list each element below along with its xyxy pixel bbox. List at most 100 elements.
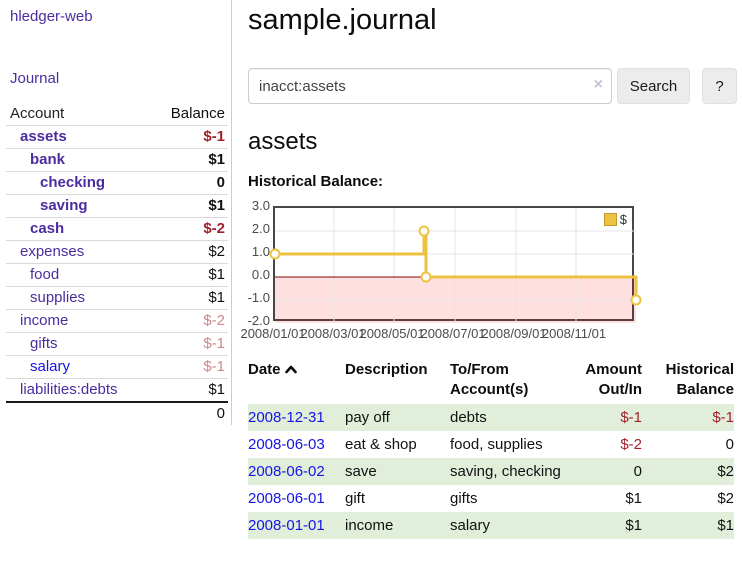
app-title-link[interactable]: hledger-web	[10, 8, 93, 25]
transaction-balance: $2	[717, 490, 734, 507]
accounts-total-value: 0	[216, 404, 225, 422]
account-link-income[interactable]: income	[20, 312, 69, 329]
y-tick: 0.0	[251, 267, 270, 282]
gridlines	[275, 208, 636, 323]
accounts-column-header: To/From Account(s)	[450, 361, 529, 398]
y-tick: 2.0	[251, 221, 270, 236]
chart-canvas	[269, 208, 642, 323]
x-tick: 2008/01/01	[240, 326, 306, 341]
account-balance: $1	[208, 289, 225, 306]
description-column-header: Description	[345, 361, 428, 378]
accounts-table-header: Account Balance	[6, 102, 228, 125]
chart-title: Historical Balance:	[248, 173, 384, 190]
y-tick: -2.0	[247, 313, 270, 328]
transaction-balance: $2	[642, 458, 734, 485]
account-row-income: income $-2	[6, 309, 228, 332]
account-balance: $-2	[203, 220, 225, 237]
transaction-description: gift	[345, 490, 366, 507]
historical-balance-chart: 3.0 2.0 1.0 0.0 -1.0 -2.0	[240, 199, 742, 347]
help-button[interactable]: ?	[702, 68, 737, 104]
clear-search-icon[interactable]: ×	[593, 76, 603, 93]
account-row-checking: checking 0	[6, 171, 228, 194]
account-balance: $1	[208, 197, 225, 214]
x-tick: 2008/07/01	[420, 326, 486, 341]
x-tick: 2008/09/01	[481, 326, 547, 341]
transaction-accounts: debts	[450, 404, 562, 431]
x-tick: 2008/05/01	[359, 326, 425, 341]
transaction-row: 2008-01-01 income salary $1 $1	[248, 512, 734, 539]
account-row-expenses: expenses $2	[6, 240, 228, 263]
account-row-saving: saving $1	[6, 194, 228, 217]
transaction-accounts: food, supplies	[450, 436, 543, 453]
transaction-date-link[interactable]: 2008-06-01	[248, 490, 325, 507]
date-column-header: Date	[248, 358, 345, 404]
account-row-liabilities-debts: liabilities:debts $1	[6, 378, 228, 401]
account-link-salary[interactable]: salary	[30, 358, 71, 375]
account-balance: $-1	[203, 128, 225, 145]
chart-legend: $	[601, 211, 629, 228]
balance-column-header: Historical Balance	[665, 361, 734, 398]
account-link-liabilities-debts[interactable]: liabilities:debts	[20, 381, 118, 398]
account-balance: $1	[208, 381, 225, 398]
transaction-balance: $-1	[642, 404, 734, 431]
sidebar-divider	[231, 0, 232, 425]
accounts-table: Account Balance assets $-1 bank $1 check…	[6, 102, 228, 424]
account-link-cash[interactable]: cash	[30, 220, 65, 237]
transaction-accounts: gifts	[450, 490, 478, 507]
account-link-bank[interactable]: bank	[30, 151, 66, 168]
account-balance: $1	[208, 266, 225, 283]
search-form: ×	[248, 68, 612, 104]
account-link-assets[interactable]: assets	[20, 128, 67, 145]
transaction-date-link[interactable]: 2008-12-31	[248, 409, 325, 426]
account-row-cash: cash $-2	[6, 217, 228, 240]
transaction-description: pay off	[345, 404, 450, 431]
transaction-date-link[interactable]: 2008-01-01	[248, 517, 325, 534]
transaction-description: eat & shop	[345, 436, 417, 453]
account-balance: $-2	[203, 312, 225, 329]
transaction-row: 2008-06-02 save saving, checking 0 $2	[248, 458, 734, 485]
x-tick: 2008/11/01	[541, 326, 607, 341]
transaction-date-link[interactable]: 2008-06-02	[248, 463, 325, 480]
account-balance: $2	[208, 243, 225, 260]
account-balance: 0	[216, 174, 225, 191]
transaction-description: save	[345, 458, 450, 485]
account-link-supplies[interactable]: supplies	[30, 289, 86, 306]
account-link-food[interactable]: food	[30, 266, 60, 283]
account-link-saving[interactable]: saving	[40, 197, 88, 214]
legend-label: $	[619, 212, 627, 227]
transaction-row: 2008-12-31 pay off debts $-1 $-1	[248, 404, 734, 431]
sidebar-item-journal[interactable]: Journal	[10, 70, 60, 87]
account-balance: $1	[208, 151, 225, 168]
y-tick: 3.0	[251, 198, 270, 213]
account-link-checking[interactable]: checking	[40, 174, 106, 191]
account-link-gifts[interactable]: gifts	[30, 335, 58, 352]
balance-column-header: Balance	[170, 104, 225, 122]
transaction-balance: 0	[725, 436, 734, 453]
sort-ascending-icon	[284, 360, 297, 380]
register-table: Date Description To/From Account(s) Amou…	[248, 358, 734, 539]
transaction-row: 2008-06-01 gift gifts $1 $2	[248, 485, 734, 512]
account-row-salary: salary $-1	[6, 355, 228, 378]
transaction-date-link[interactable]: 2008-06-03	[248, 436, 325, 453]
x-tick: 2008/03/01	[300, 326, 366, 341]
transaction-amount: 0	[562, 458, 642, 485]
sidebar: hledger-web Journal Account Balance asse…	[0, 0, 231, 582]
transaction-accounts: salary	[450, 512, 562, 539]
transaction-row: 2008-06-03 eat & shop food, supplies $-2…	[248, 431, 734, 458]
page-title: sample.journal	[248, 4, 437, 36]
transaction-description: income	[345, 512, 450, 539]
search-input[interactable]	[248, 68, 612, 104]
y-tick: 1.0	[251, 244, 270, 259]
transaction-balance: $1	[642, 512, 734, 539]
account-balance: $-1	[203, 358, 225, 375]
transaction-amount: $-1	[562, 404, 642, 431]
transaction-amount: $1	[625, 490, 642, 507]
account-link-expenses[interactable]: expenses	[20, 243, 85, 260]
account-heading: assets	[248, 128, 318, 155]
y-tick: -1.0	[247, 290, 270, 305]
account-column-header: Account	[10, 104, 65, 122]
accounts-total-row: 0	[6, 401, 228, 424]
account-row-food: food $1	[6, 263, 228, 286]
search-button[interactable]: Search	[617, 68, 690, 104]
legend-swatch	[603, 213, 617, 226]
